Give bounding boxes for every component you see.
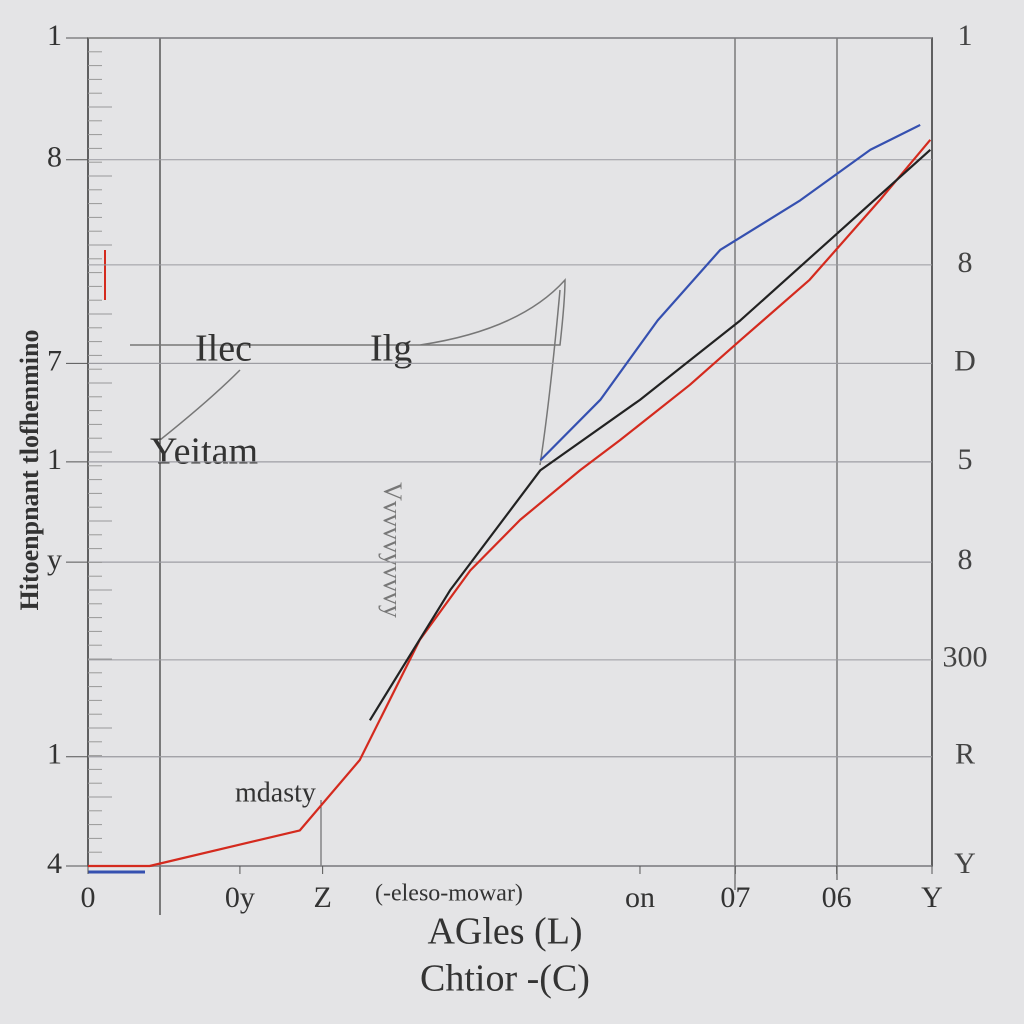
- y2-tick-label: 8: [958, 543, 973, 576]
- y-tick-label: 1: [47, 19, 62, 52]
- y-tick-label: 1: [47, 738, 62, 771]
- y-tick-label: 1: [47, 443, 62, 476]
- x-tick-label: Z: [313, 881, 331, 914]
- x-tick-label: 06: [822, 881, 852, 914]
- x-tick-label: 0y: [225, 881, 255, 914]
- y-tick-label: 4: [47, 847, 62, 880]
- annotation: Vvvvvyvvvy: [378, 482, 407, 618]
- y2-tick-label: 8: [958, 246, 973, 279]
- annotation: Yeitam: [150, 431, 258, 473]
- annotation: Ilg: [370, 328, 412, 370]
- series-line: [539, 123, 921, 462]
- x-tick-label: Y: [921, 881, 943, 914]
- series-line: [368, 148, 932, 721]
- y-tick-label: 8: [47, 141, 62, 174]
- y2-tick-label: 5: [958, 443, 973, 476]
- y2-tick-label: 1: [958, 19, 973, 52]
- x-tick-label: on: [625, 881, 655, 914]
- y-tick-label: y: [47, 543, 62, 576]
- series-line: [88, 139, 932, 868]
- y2-tick-label: R: [955, 738, 975, 771]
- chart-title: Chtior -(C): [420, 958, 590, 1000]
- annotation-line: [130, 278, 566, 466]
- annotation: (-eleso-mowar): [375, 881, 523, 907]
- y-axis-label: Hitoenpnant tlofhenmino: [15, 330, 44, 611]
- y2-tick-label: Y: [954, 847, 976, 880]
- x-tick-label: 07: [720, 881, 750, 914]
- annotation: Ilec: [195, 328, 252, 370]
- y2-tick-label: D: [954, 344, 976, 377]
- x-tick-label: 0: [81, 881, 96, 914]
- y2-tick-label: 300: [943, 641, 988, 674]
- y-tick-label: 7: [47, 344, 62, 377]
- annotation: mdasty: [235, 777, 316, 808]
- x-axis-label: AGles (L): [427, 911, 582, 953]
